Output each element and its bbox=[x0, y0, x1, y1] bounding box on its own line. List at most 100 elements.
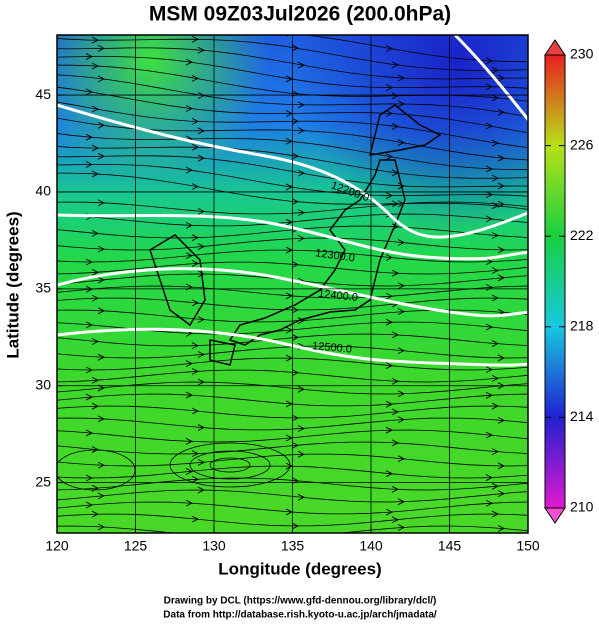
streamline-arrow bbox=[85, 429, 94, 437]
streamline-arrow bbox=[485, 323, 494, 331]
streamline bbox=[57, 249, 528, 263]
y-tick-label: 45 bbox=[35, 86, 51, 102]
grid bbox=[57, 35, 528, 533]
streamline-arrow bbox=[491, 402, 500, 410]
streamline-arrow bbox=[285, 218, 294, 226]
vortex-streamline bbox=[189, 450, 271, 480]
streamline bbox=[57, 405, 528, 419]
streamline-arrow bbox=[391, 516, 400, 524]
streamline-arrow bbox=[397, 455, 406, 463]
contour-label: 12300.0 bbox=[314, 247, 355, 264]
streamline bbox=[57, 213, 528, 227]
chart-title: MSM 09Z03Jul2026 (200.0hPa) bbox=[149, 3, 451, 26]
y-axis-label: Latitude (degrees) bbox=[3, 211, 22, 358]
streamline bbox=[57, 237, 528, 251]
streamline-arrow bbox=[91, 338, 100, 345]
streamline-arrow bbox=[397, 390, 406, 398]
streamline-arrow bbox=[291, 261, 300, 268]
streamline-arrow bbox=[97, 492, 106, 500]
streamline bbox=[57, 477, 528, 491]
streamline-arrow bbox=[185, 252, 194, 260]
streamline bbox=[57, 525, 528, 533]
streamline-arrow bbox=[385, 400, 394, 408]
streamline bbox=[302, 35, 528, 63]
streamline-arrow bbox=[91, 62, 100, 70]
streamline-arrow bbox=[291, 369, 300, 377]
streamline-arrow bbox=[297, 61, 306, 69]
streamline-arrow bbox=[397, 182, 406, 190]
streamline-arrow bbox=[91, 36, 100, 44]
streamline-arrow bbox=[85, 474, 94, 482]
streamline bbox=[57, 101, 528, 149]
streamline-arrow bbox=[185, 468, 194, 475]
streamline-arrow bbox=[191, 475, 200, 483]
streamline-arrow bbox=[97, 45, 106, 52]
streamline-arrow bbox=[485, 258, 494, 266]
streamline bbox=[57, 155, 528, 188]
streamline-arrow bbox=[291, 44, 300, 52]
streamline-arrow bbox=[285, 354, 294, 362]
streamline-arrow bbox=[197, 270, 206, 278]
streamline-arrow bbox=[185, 105, 194, 112]
streamline-arrow bbox=[491, 482, 500, 490]
contours bbox=[57, 35, 528, 367]
streamline-arrow bbox=[291, 117, 300, 125]
streamline-arrow bbox=[497, 108, 506, 116]
streamline-arrow bbox=[191, 35, 200, 43]
streamline bbox=[57, 146, 528, 179]
streamline-arrow bbox=[85, 501, 94, 509]
streamline-arrow bbox=[385, 110, 394, 117]
streamline-arrow bbox=[297, 450, 306, 458]
streamline-arrow bbox=[191, 143, 200, 151]
streamline bbox=[57, 164, 528, 197]
contour-line bbox=[453, 35, 528, 122]
x-tick-label: 130 bbox=[202, 538, 226, 554]
y-tick-label: 35 bbox=[35, 280, 51, 296]
streamline-arrow bbox=[285, 462, 294, 470]
streamline-arrow bbox=[497, 525, 506, 532]
streamline bbox=[57, 74, 528, 118]
streamline-arrow bbox=[385, 426, 394, 434]
streamline-arrow bbox=[285, 292, 294, 300]
streamline-arrow bbox=[291, 414, 300, 422]
vortex-streamline bbox=[57, 449, 136, 491]
streamline-arrow bbox=[491, 232, 500, 239]
streamline-arrow bbox=[97, 353, 106, 361]
streamline-arrow bbox=[186, 28, 192, 34]
colorbar-tick-label: 210 bbox=[570, 499, 594, 515]
streamline-arrow bbox=[197, 458, 206, 466]
streamline-arrow bbox=[491, 66, 500, 74]
streamline-arrow bbox=[491, 294, 500, 302]
streamline-arrow bbox=[91, 376, 100, 384]
streamline-arrow bbox=[385, 318, 394, 326]
streamline-arrow bbox=[491, 267, 500, 274]
streamlines bbox=[57, 28, 528, 533]
map-area: 12200.0 12300.0 12400.0 12500.0 bbox=[57, 28, 528, 533]
streamline-arrow bbox=[197, 207, 206, 215]
coastline bbox=[149, 104, 442, 366]
streamline bbox=[57, 285, 528, 299]
streamline-arrow bbox=[297, 385, 306, 393]
streamline-arrow bbox=[191, 367, 200, 375]
streamline bbox=[57, 441, 528, 455]
streamline-arrow bbox=[97, 461, 106, 469]
footer-line: Drawing by DCL (https://www.gfd-dennou.o… bbox=[164, 596, 437, 607]
streamline-arrow bbox=[485, 191, 494, 199]
streamline-arrow bbox=[391, 485, 400, 493]
streamline-arrow bbox=[497, 274, 506, 282]
streamline-arrow bbox=[491, 374, 500, 382]
streamline-arrow bbox=[85, 258, 94, 266]
streamline-arrow bbox=[91, 105, 100, 113]
streamline-arrow bbox=[297, 127, 306, 134]
streamline-arrow bbox=[391, 123, 400, 130]
streamline bbox=[57, 117, 528, 161]
streamline-arrow bbox=[85, 53, 94, 60]
x-tick-label: 145 bbox=[438, 538, 462, 554]
streamline-arrow bbox=[385, 45, 394, 52]
streamline-arrow bbox=[191, 183, 200, 190]
streamline-arrow bbox=[497, 462, 506, 470]
streamline bbox=[57, 297, 528, 311]
streamline-arrow bbox=[385, 508, 394, 516]
colorbar-tick-label: 230 bbox=[570, 46, 594, 62]
streamline-arrow bbox=[397, 308, 406, 316]
